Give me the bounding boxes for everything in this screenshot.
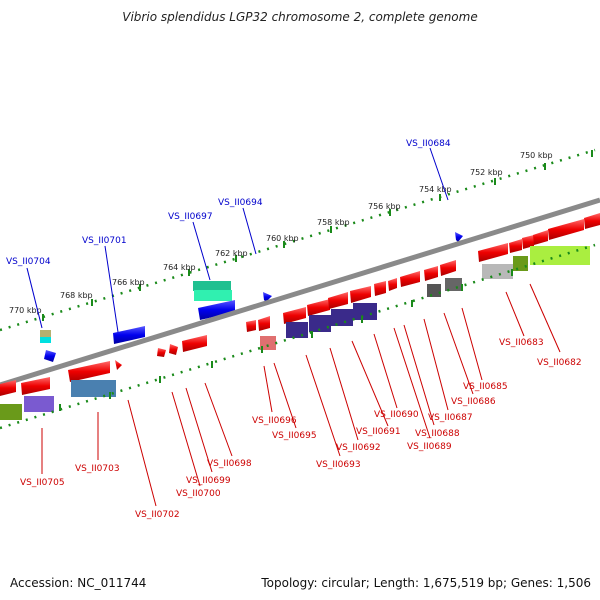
kbp-label: 766 kbp [112,278,145,287]
locus-label: VS_II0701 [82,236,127,246]
bottom-locus-labels: VS_II0705 VS_II0703 VS_II0702 VS_II0700 … [20,338,582,520]
locus-label: VS_II0705 [20,478,65,488]
top-locus-labels: VS_II0704 VS_II0701 VS_II0697 VS_II0694 … [6,139,451,267]
locus-label: VS_II0682 [537,358,582,368]
locus-label: VS_II0689 [407,442,452,452]
locus-label: VS_II0688 [415,429,460,439]
bottom-locus-leaders [41,283,561,507]
kbp-label: 754 kbp [419,185,452,194]
locus-label: VS_II0694 [218,198,263,208]
map-title: Vibrio splendidus LGP32 chromosome 2, co… [122,10,478,24]
feature-color-band [0,246,590,420]
locus-label: VS_II0684 [406,139,451,149]
locus-label: VS_II0698 [207,459,252,469]
gene-segment [40,337,51,343]
kbp-label: 764 kbp [163,263,196,272]
accession-text: Accession: NC_011744 [10,576,147,590]
gene-arrow-reverse [113,326,145,344]
locus-label: VS_II0690 [374,410,419,420]
gene-segment [193,281,231,291]
gene-arrow-reverse [44,350,56,362]
top-major-ticks [42,150,593,321]
locus-label: VS_II0703 [75,464,120,474]
bottom-major-ticks [59,269,513,411]
gene-segment [194,290,232,301]
locus-label: VS_II0686 [451,397,496,407]
forward-strand-genes [0,213,600,396]
kbp-label: 760 kbp [266,234,299,243]
locus-label: VS_II0700 [176,489,221,499]
top-locus-leaders [26,147,449,333]
kbp-label: 762 kbp [215,249,248,258]
kbp-label: 752 kbp [470,168,503,177]
locus-label: VS_II0702 [135,510,180,520]
locus-label: VS_II0704 [6,257,51,267]
gene-segment [40,330,51,338]
gene-arrow-reverse [455,232,463,242]
locus-label: VS_II0685 [463,382,508,392]
locus-label: VS_II0683 [499,338,544,348]
kbp-label: 770 kbp [9,306,42,315]
locus-label: VS_II0696 [252,416,297,426]
locus-label: VS_II0691 [356,427,401,437]
locus-label: VS_II0699 [186,476,231,486]
locus-label: VS_II0697 [168,212,213,222]
kbp-label: 750 kbp [520,151,553,160]
gene-arrow-reverse [198,300,235,320]
genome-backbone [0,197,600,388]
topology-summary: Topology: circular; Length: 1,675,519 bp… [261,576,591,590]
gene-arrow-reverse [263,292,272,302]
locus-label: VS_II0693 [316,460,361,470]
locus-label: VS_II0692 [336,443,381,453]
locus-label: VS_II0687 [428,413,473,423]
locus-label: VS_II0695 [272,431,317,441]
kbp-label: 758 kbp [317,218,350,227]
kbp-labels: 770 kbp 768 kbp 766 kbp 764 kbp 762 kbp … [9,151,553,315]
reverse-strand-genes [40,232,463,362]
kbp-label: 756 kbp [368,202,401,211]
kbp-label: 768 kbp [60,291,93,300]
